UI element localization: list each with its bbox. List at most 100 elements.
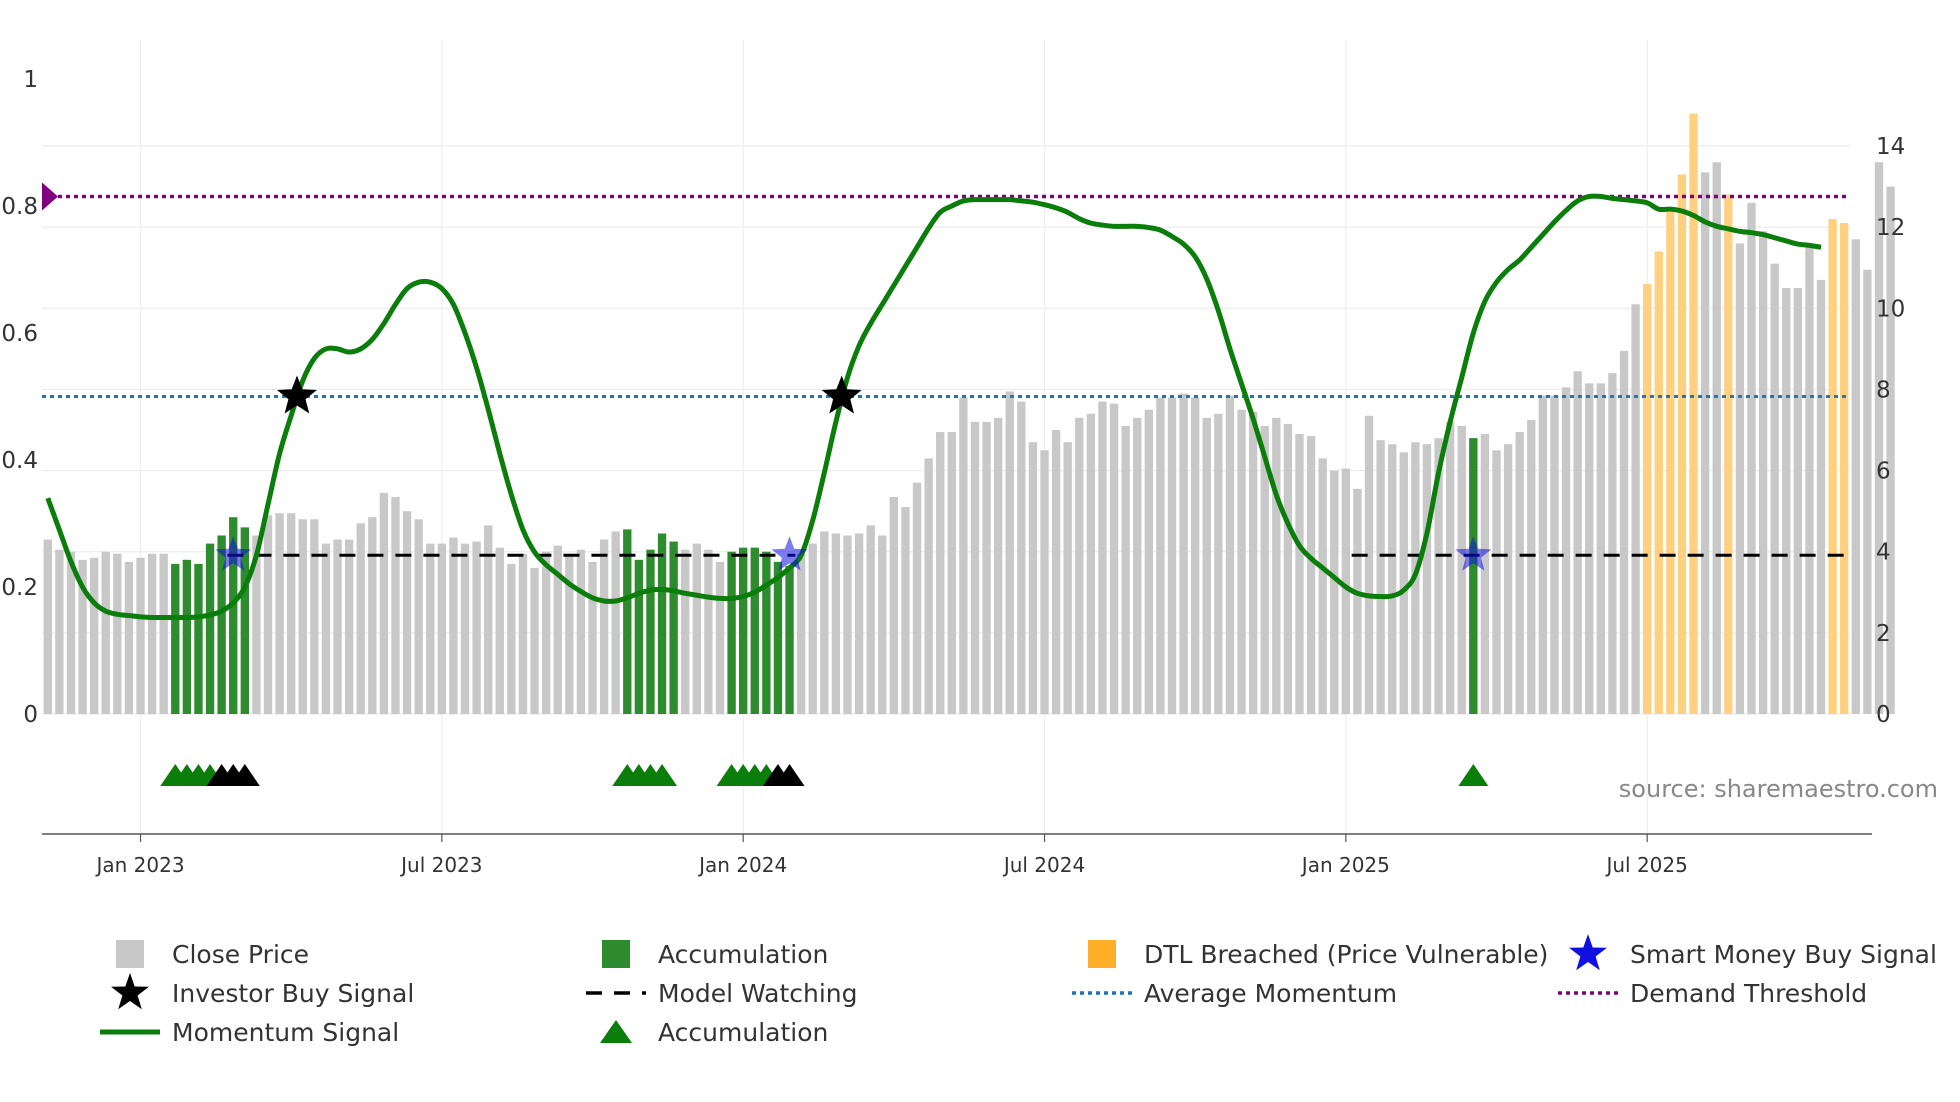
price-bar [1631,304,1640,714]
price-bar [1851,239,1860,715]
price-bar [843,535,852,714]
price-bar [530,567,539,714]
price-bar [55,549,64,714]
y-left-tick-label: 0.8 [1,194,38,220]
price-bar [1735,243,1745,714]
axes: Jan 2023 Jul 2023 Jan 2024 Jul 2024 Jan 2025… [1,67,1905,877]
y-right-tick-label: 2 [1876,621,1891,647]
price-bar [1295,434,1304,714]
accumulation-bar [657,533,667,714]
dtl-breached-bar [1724,194,1733,714]
price-bar [1191,397,1200,714]
price-bar [449,537,458,714]
y-left-tick-label: 0 [23,702,38,728]
price-bar [1399,452,1408,714]
price-bar [1816,279,1826,714]
price-bar [715,561,725,714]
price-bar [1133,417,1142,714]
price-bar [692,543,701,714]
price-bar [1086,413,1096,714]
price-bar [1747,202,1756,715]
y-right-tick-label: 8 [1876,377,1891,403]
dtl-breached-bar [1689,113,1698,715]
price-bar [379,492,389,714]
price-bar [344,539,354,714]
accumulation-bar [727,551,736,714]
investor-buy-signal [821,375,862,414]
x-tick-label: Jan 2024 [697,853,787,877]
price-bar [1364,415,1374,714]
price-bar [298,519,307,714]
price-bar [1330,470,1339,714]
price-bar [541,551,551,714]
smart-money-buy-signal [1455,536,1492,571]
accumulation-bar [669,541,678,714]
price-bar [426,543,435,714]
price-bar [854,533,864,714]
price-bar [275,513,284,714]
accumulation-bar [623,529,632,714]
price-bar [1596,383,1605,714]
price-bar [993,417,1003,714]
price-bar [402,511,412,714]
price-bar [1457,425,1466,714]
price-bar [66,551,76,714]
legend-accumulation-triangle [600,1020,632,1043]
price-bar [1388,444,1397,714]
price-bar [1805,247,1814,714]
price-bar [1225,395,1235,714]
price-bar [599,539,609,714]
price-bar [588,561,597,714]
price-bar [1561,387,1571,714]
price-bar [1770,263,1779,714]
price-bar [808,543,817,714]
price-bar [1874,162,1884,714]
accumulation-bar [182,559,192,714]
accumulation-bar [634,559,644,714]
accumulation-bar [646,549,655,714]
accumulation-marker-black [774,764,805,786]
price-bar [1306,436,1316,714]
price-bar [1272,417,1281,714]
price-bar [1782,288,1791,714]
price-bar [611,531,620,714]
price-bar [1167,397,1177,714]
price-bar [1005,391,1014,714]
price-bar [414,519,423,714]
price-bar [460,543,470,714]
price-bar [310,519,319,714]
price-bar [553,545,562,714]
price-bar [1422,444,1432,714]
price-bar [901,507,910,714]
y-left-tick-label: 0.4 [1,448,38,474]
momentum-line-group [45,193,1822,621]
price-bar [507,563,516,714]
price-bar [333,539,342,714]
dtl-breached-bar [1666,210,1675,714]
dtl-breached-bar [1828,219,1837,714]
price-bar [113,553,122,714]
price-bar [970,421,980,714]
price-bar [924,458,933,714]
accumulation-marker [1458,764,1489,786]
price-bar [1886,186,1895,715]
price-bar [263,515,273,714]
legend-smart-money-star [1569,934,1607,971]
price-bar [1109,403,1119,714]
dtl-breached-bar [1654,251,1663,714]
price-bar [391,496,400,714]
price-bar [1480,434,1490,714]
price-bar [1503,444,1513,714]
legend: Close Price Accumulation DTL Breached (Pri… [100,934,1937,1047]
price-bar [959,397,968,714]
price-bar [1318,458,1327,714]
price-bar [1758,231,1768,714]
price-bar [1619,350,1629,714]
price-bar [1608,373,1617,714]
investor-buy-signal [277,375,317,414]
price-bar [159,553,168,714]
price-bar [1156,397,1165,714]
x-tick-label: Jan 2023 [94,853,184,877]
price-bar [321,543,331,714]
